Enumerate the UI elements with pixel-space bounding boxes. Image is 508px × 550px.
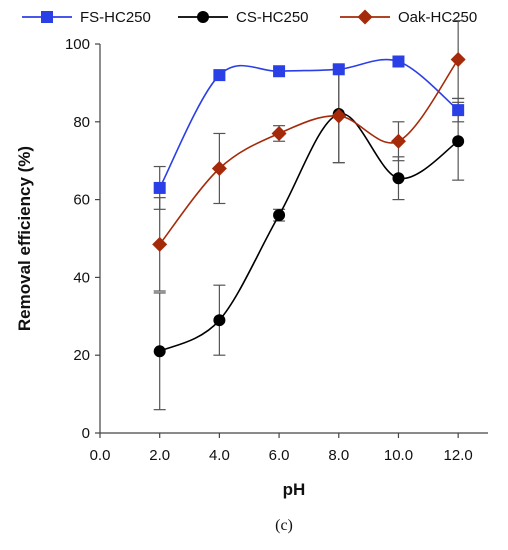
data-point — [271, 125, 287, 141]
series-line — [159, 59, 459, 245]
legend-marker — [197, 11, 209, 23]
y-tick-label: 0 — [82, 425, 90, 442]
data-point — [331, 108, 347, 124]
x-axis-title: pH — [283, 480, 306, 499]
y-tick-label: 100 — [65, 36, 90, 53]
series-cs-hc250 — [153, 108, 465, 358]
series-fs-hc250 — [153, 55, 465, 194]
x-tick-label: 6.0 — [269, 447, 290, 464]
series-line — [158, 58, 459, 189]
legend-label: CS-HC250 — [236, 9, 309, 26]
data-point — [153, 181, 166, 194]
figure-caption: (c) — [275, 517, 293, 534]
series-oak-hc250 — [152, 52, 466, 252]
ticks: 0.0 2.0 4.0 6.0 8.0 10.0 12.0 0 20 40 60 80 100 — [65, 36, 473, 464]
error-bars-cs-hc250 — [153, 64, 465, 411]
data-point — [392, 172, 405, 185]
data-point — [152, 236, 168, 252]
legend-entry: Oak-HC250 — [340, 9, 477, 26]
legend-marker — [357, 9, 373, 25]
x-tick-label: 4.0 — [209, 447, 230, 464]
x-tick-label: 8.0 — [328, 447, 349, 464]
data-point — [452, 135, 465, 148]
y-tick-label: 20 — [73, 347, 90, 364]
data-point — [332, 63, 345, 76]
axes — [99, 44, 488, 434]
series-layer — [152, 20, 466, 411]
x-tick-label: 10.0 — [384, 447, 413, 464]
legend-marker — [41, 11, 53, 23]
y-tick-label: 40 — [73, 269, 90, 286]
data-point — [452, 104, 465, 117]
y-tick-label: 80 — [73, 114, 90, 131]
data-point — [153, 345, 166, 358]
data-point — [213, 314, 226, 327]
data-point — [211, 160, 227, 176]
series-line — [159, 113, 459, 353]
legend-entry: CS-HC250 — [178, 9, 309, 26]
data-point — [390, 133, 406, 149]
legend-label: Oak-HC250 — [398, 9, 477, 26]
x-tick-label: 12.0 — [444, 447, 473, 464]
data-point — [450, 52, 466, 68]
x-tick-label: 0.0 — [90, 447, 111, 464]
legend: FS-HC250 CS-HC250 Oak-HC250 — [22, 9, 477, 26]
data-point — [273, 209, 286, 222]
legend-entry: FS-HC250 — [22, 9, 151, 26]
y-axis-title: Removal efficiency (%) — [15, 146, 34, 331]
y-tick-label: 60 — [73, 192, 90, 209]
data-point — [273, 65, 286, 78]
data-point — [213, 69, 226, 82]
legend-label: FS-HC250 — [80, 9, 151, 26]
data-point — [392, 55, 405, 68]
x-tick-label: 2.0 — [149, 447, 170, 464]
